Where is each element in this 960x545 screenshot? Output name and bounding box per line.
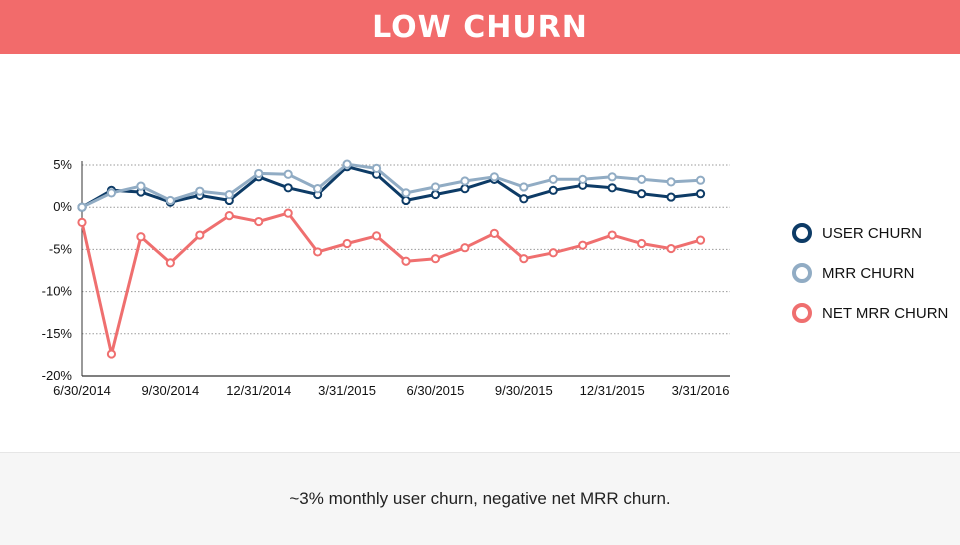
data-point bbox=[666, 177, 676, 187]
data-point bbox=[430, 254, 441, 264]
data-point bbox=[607, 230, 617, 240]
data-point bbox=[342, 238, 352, 249]
data-point bbox=[637, 189, 647, 199]
data-point bbox=[195, 230, 205, 240]
data-point bbox=[195, 186, 205, 196]
series-line bbox=[81, 165, 701, 209]
data-point bbox=[136, 232, 146, 242]
x-tick-label: 3/31/2015 bbox=[318, 383, 376, 398]
data-point bbox=[401, 256, 411, 266]
title-banner: LOW CHURN bbox=[0, 0, 960, 54]
data-point bbox=[489, 172, 499, 182]
data-point bbox=[77, 217, 87, 227]
data-point bbox=[371, 163, 382, 173]
data-point bbox=[283, 169, 293, 179]
legend-label: NET MRR CHURN bbox=[822, 305, 948, 322]
data-point bbox=[460, 184, 470, 194]
data-point bbox=[401, 188, 411, 198]
legend-item: NET MRR CHURN bbox=[792, 303, 948, 323]
data-point bbox=[489, 228, 499, 238]
data-point bbox=[430, 182, 441, 192]
data-point bbox=[224, 211, 234, 221]
data-point bbox=[637, 238, 647, 249]
data-point bbox=[578, 174, 588, 184]
x-axis-tick-labels: 6/30/2014 9/30/2014 12/31/2014 3/31/2015 6/3… bbox=[53, 383, 729, 398]
legend-marker bbox=[792, 303, 812, 323]
data-point bbox=[342, 159, 352, 169]
legend-label: MRR CHURN bbox=[822, 265, 915, 282]
legend: USER CHURN MRR CHURN NET MRR CHURN bbox=[792, 223, 948, 323]
legend-item: USER CHURN bbox=[792, 223, 922, 243]
series-line bbox=[80, 211, 701, 356]
data-point bbox=[401, 195, 411, 206]
x-tick-label: 6/30/2015 bbox=[407, 383, 465, 398]
series-line bbox=[81, 162, 701, 209]
legend-marker bbox=[792, 263, 812, 283]
data-point bbox=[430, 189, 441, 200]
y-tick-label: 5% bbox=[53, 157, 72, 172]
y-tick-label: -10% bbox=[42, 284, 73, 299]
x-tick-label: 12/31/2014 bbox=[226, 383, 291, 398]
data-point bbox=[136, 181, 146, 191]
data-point bbox=[695, 175, 706, 185]
series-net-mrr-churn bbox=[77, 208, 706, 359]
x-tick-label: 9/30/2014 bbox=[141, 383, 199, 398]
data-point bbox=[460, 243, 470, 253]
data-point bbox=[578, 240, 588, 250]
grid-lines bbox=[82, 164, 730, 335]
x-tick-label: 9/30/2015 bbox=[495, 383, 553, 398]
page-title: LOW CHURN bbox=[372, 9, 588, 45]
legend-item: MRR CHURN bbox=[792, 263, 915, 283]
data-point bbox=[695, 189, 706, 199]
data-point bbox=[607, 183, 617, 193]
y-tick-label: -15% bbox=[42, 326, 73, 341]
data-point bbox=[165, 258, 175, 268]
data-point bbox=[607, 172, 617, 182]
data-point bbox=[283, 183, 293, 193]
y-tick-label: 0% bbox=[53, 199, 72, 214]
data-point bbox=[548, 174, 558, 184]
x-tick-label: 6/30/2014 bbox=[53, 383, 111, 398]
data-point bbox=[548, 248, 558, 258]
data-point bbox=[165, 195, 175, 206]
data-point bbox=[77, 202, 87, 212]
data-point bbox=[254, 216, 264, 227]
x-tick-label: 12/31/2015 bbox=[580, 383, 645, 398]
data-point bbox=[519, 254, 529, 264]
y-tick-label: -20% bbox=[42, 368, 73, 383]
y-axis-tick-labels: 5% 0% -5% -10% -15% -20% bbox=[42, 157, 73, 383]
y-tick-label: -5% bbox=[49, 241, 73, 256]
data-point bbox=[106, 349, 117, 359]
series-mrr-churn bbox=[77, 159, 706, 212]
footer-caption: ~3% monthly user churn, negative net MRR… bbox=[289, 489, 671, 508]
data-point bbox=[519, 194, 529, 204]
data-point bbox=[548, 185, 558, 195]
legend-label: USER CHURN bbox=[822, 225, 922, 242]
data-point bbox=[283, 208, 293, 218]
legend-marker bbox=[792, 223, 812, 243]
data-point bbox=[666, 192, 676, 202]
data-point bbox=[106, 188, 117, 198]
footer-caption-area: ~3% monthly user churn, negative net MRR… bbox=[0, 452, 960, 545]
data-point bbox=[460, 176, 470, 186]
x-tick-label: 3/31/2016 bbox=[672, 383, 730, 398]
data-point bbox=[637, 174, 647, 184]
series-lines bbox=[77, 159, 706, 359]
data-point bbox=[254, 168, 264, 179]
data-point bbox=[313, 184, 323, 194]
axes bbox=[81, 161, 730, 377]
churn-line-chart: 5% 0% -5% -10% -15% -20% 6/30/2014 9/30/2014 12… bbox=[42, 157, 949, 398]
data-point bbox=[519, 182, 529, 192]
data-point bbox=[666, 243, 676, 254]
data-point bbox=[313, 247, 323, 257]
data-point bbox=[224, 189, 234, 200]
data-point bbox=[371, 231, 382, 241]
data-point bbox=[695, 235, 706, 245]
